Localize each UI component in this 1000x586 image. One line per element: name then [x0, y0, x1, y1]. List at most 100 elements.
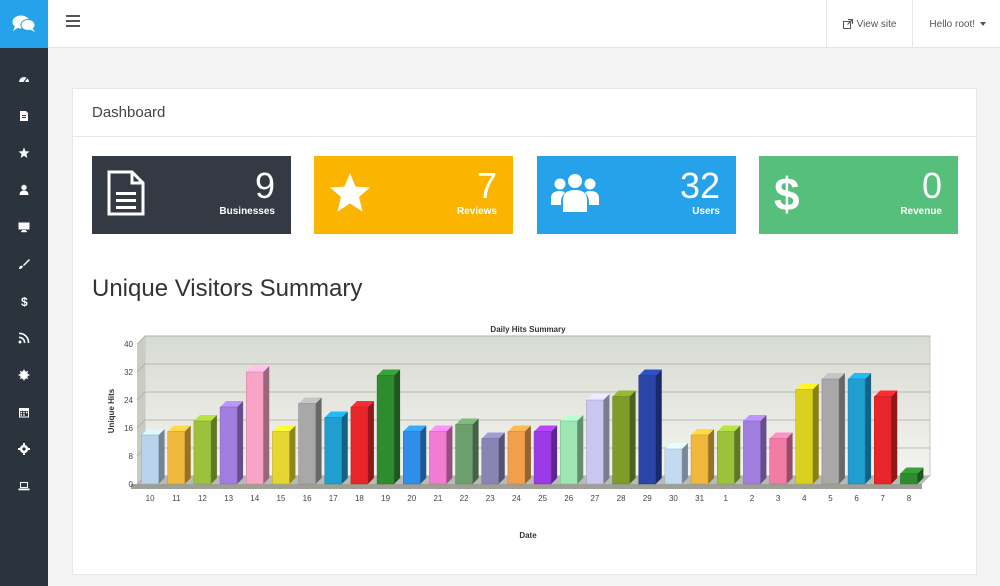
rss-icon: [18, 332, 30, 343]
chart-floor-edge: [131, 484, 922, 489]
stat-card-revenue[interactable]: $ 0 Revenue: [759, 156, 958, 234]
chart-bar: [533, 431, 552, 485]
sidebar-item-settings[interactable]: [0, 430, 48, 467]
chart-bar: [900, 473, 918, 485]
chart-x-tick-label: 26: [564, 494, 573, 503]
sidebar-item-dollar[interactable]: $: [0, 282, 48, 319]
chart-bar-side: [655, 369, 662, 484]
stat-card-reviews[interactable]: 7 Reviews: [314, 156, 513, 234]
chart-bar-top: [141, 429, 165, 435]
chart-bar-side: [210, 415, 217, 484]
chart-x-tick-label: 29: [643, 494, 652, 503]
chart-bar: [507, 431, 526, 485]
svg-text:$: $: [774, 170, 800, 216]
sidebar-item-file[interactable]: [0, 97, 48, 134]
gear-burst-icon: [18, 368, 30, 381]
chart-y-axis-label: Unique Hits: [107, 388, 116, 433]
chart-bar-top: [272, 425, 296, 432]
chart-bar-side: [472, 418, 479, 484]
chart-bar: [612, 396, 630, 485]
calendar-icon: [19, 407, 29, 417]
chart-bar: [403, 431, 421, 485]
chart-bar-top: [481, 432, 505, 439]
sidebar-item-monitor[interactable]: [0, 208, 48, 245]
chart-bar: [246, 371, 264, 485]
stat-value: 0: [921, 165, 942, 206]
stat-label: Revenue: [900, 206, 942, 217]
chart-bar-top: [717, 425, 741, 432]
sidebar-item-laptop[interactable]: [0, 467, 48, 504]
chart-y-tick-label: 16: [124, 424, 133, 433]
view-site-link[interactable]: View site: [825, 0, 913, 48]
sidebar-item-calendar[interactable]: [0, 393, 48, 430]
chart-bar: [298, 403, 316, 485]
settings-icon: [18, 442, 30, 455]
monitor-icon: [18, 222, 30, 232]
menu-toggle-icon[interactable]: [66, 15, 80, 29]
daily-hits-chart: Daily Hits Summary Unique Hits Date 0816…: [107, 325, 931, 540]
chart-bar-side: [289, 425, 296, 484]
stat-card-businesses[interactable]: 9 Businesses: [92, 156, 291, 234]
chart-bar: [560, 420, 578, 485]
sidebar: $: [0, 0, 48, 586]
chart-x-tick-label: 21: [433, 494, 442, 503]
chart-x-tick-label: 16: [303, 494, 312, 503]
stat-card-users[interactable]: 32 Users: [537, 156, 736, 234]
chart-x-tick-label: 27: [590, 494, 599, 503]
chart-y-tick-label: 24: [124, 396, 133, 405]
user-menu-dropdown[interactable]: Hello root!: [912, 0, 1000, 48]
chart-bar: [350, 406, 369, 485]
stat-value: 9: [254, 165, 275, 206]
section-title: Unique Visitors Summary: [92, 275, 363, 302]
sidebar-item-star[interactable]: [0, 134, 48, 171]
chart-bar-side: [891, 390, 898, 484]
star-icon: [330, 173, 370, 212]
chart-bar-side: [603, 394, 610, 484]
chart-bar-side: [629, 390, 636, 484]
chart-x-axis-label: Date: [519, 531, 537, 540]
chart-bar: [638, 375, 656, 485]
chart-bar-side: [446, 425, 453, 484]
chart-bar-top: [246, 366, 270, 372]
chart-bar: [795, 389, 813, 485]
users-icon: [551, 174, 599, 212]
panel-header: Dashboard: [73, 89, 976, 137]
chart-x-tick-label: 10: [146, 494, 155, 503]
sidebar-item-dashboard[interactable]: [0, 60, 48, 97]
chart-bar-side: [367, 401, 374, 484]
page-title: Dashboard: [92, 104, 166, 121]
sidebar-item-brush[interactable]: [0, 245, 48, 282]
chart-bar-side: [812, 383, 819, 484]
chart-x-tick-label: 13: [224, 494, 233, 503]
chart-bar: [847, 378, 866, 485]
chart-bar: [455, 424, 473, 485]
sidebar-item-user[interactable]: [0, 171, 48, 208]
laptop-icon: [18, 481, 30, 490]
chart-bar-side: [158, 429, 165, 484]
sidebar-item-rss[interactable]: [0, 319, 48, 356]
chart-bar: [743, 420, 761, 485]
chart-x-tick-label: 11: [172, 494, 181, 503]
sidebar-item-gear-burst[interactable]: [0, 356, 48, 393]
chart-x-tick-label: 18: [355, 494, 364, 503]
chart-gridline: [136, 363, 146, 373]
topbar: View site Hello root!: [48, 0, 1000, 48]
chart-x-tick-label: 25: [538, 494, 547, 503]
stat-label: Businesses: [219, 206, 275, 217]
document-icon: [107, 170, 145, 216]
chart-bar: [586, 399, 604, 485]
chart-bar-side: [237, 401, 244, 484]
chart-bar-top: [377, 369, 401, 376]
chart-title: Daily Hits Summary: [490, 325, 566, 334]
stat-value: 7: [476, 165, 497, 206]
chart-bar: [821, 378, 840, 485]
chart-bar-top: [821, 373, 845, 379]
chart-x-tick-label: 3: [776, 494, 781, 503]
chart-bar-top: [795, 383, 819, 390]
chart-bar: [324, 417, 342, 485]
stat-label: Users: [692, 206, 720, 217]
chart-bar: [481, 438, 499, 485]
chart-bar-side: [184, 425, 191, 484]
chart-bar-top: [350, 401, 374, 407]
logo[interactable]: [0, 0, 48, 48]
